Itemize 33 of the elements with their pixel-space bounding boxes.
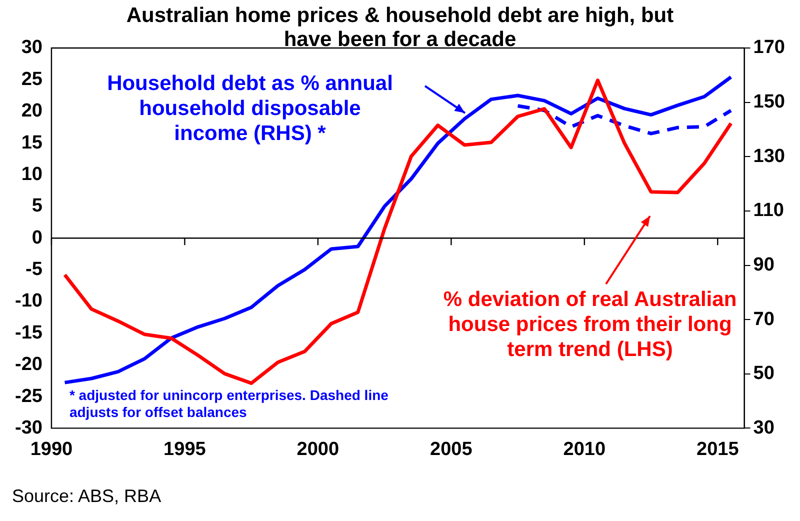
annotation: * adjusted for unincorp enterprises. Dashed line adjusts for offset balances bbox=[69, 387, 389, 420]
y-tick-label: 0 bbox=[32, 227, 42, 248]
y-tick-label: -20 bbox=[14, 354, 42, 376]
text: % deviation of real Australian house prices from their long term trend (LHS) bbox=[443, 288, 737, 361]
y-tick-label: 15 bbox=[21, 132, 43, 154]
y2-tick-label: 90 bbox=[753, 254, 774, 276]
y-tick-label: 25 bbox=[21, 68, 43, 90]
y-tick-label: -30 bbox=[14, 417, 42, 438]
x-tick-label: 2000 bbox=[296, 438, 340, 460]
y2-tick-label: 170 bbox=[753, 37, 785, 58]
y-tick-label: 30 bbox=[21, 37, 42, 58]
y2-tick-label: 50 bbox=[753, 363, 774, 384]
y-tick-label: 5 bbox=[32, 196, 43, 217]
y2-tick-label: 30 bbox=[753, 417, 774, 438]
y-tick-label: -10 bbox=[14, 290, 42, 312]
x-tick-label: 2015 bbox=[696, 438, 740, 460]
legend-label: Household debt as % annual household disposable income (RHS) * bbox=[107, 72, 393, 145]
line-series bbox=[516, 104, 733, 136]
x-tick-label: 2005 bbox=[430, 438, 473, 460]
y-tick-label: 20 bbox=[21, 100, 42, 122]
y2-tick-label: 70 bbox=[753, 308, 774, 330]
y-tick-label: -15 bbox=[14, 322, 43, 344]
chart-title: Australian home prices & household debt are high, but have been for a decade bbox=[125, 4, 675, 52]
y2-tick-label: 150 bbox=[753, 92, 785, 113]
source-note: Source: ABS, RBA bbox=[12, 486, 162, 507]
x-tick-label: 1990 bbox=[30, 438, 73, 460]
y2-tick-label: 110 bbox=[753, 200, 784, 222]
y2-tick-label: 130 bbox=[753, 146, 785, 167]
y-tick-label: -5 bbox=[26, 259, 43, 280]
y-tick-label: 10 bbox=[21, 164, 42, 185]
y-tick-label: -25 bbox=[14, 386, 43, 407]
x-tick-label: 2010 bbox=[563, 438, 606, 460]
x-tick-label: 1995 bbox=[164, 438, 206, 460]
